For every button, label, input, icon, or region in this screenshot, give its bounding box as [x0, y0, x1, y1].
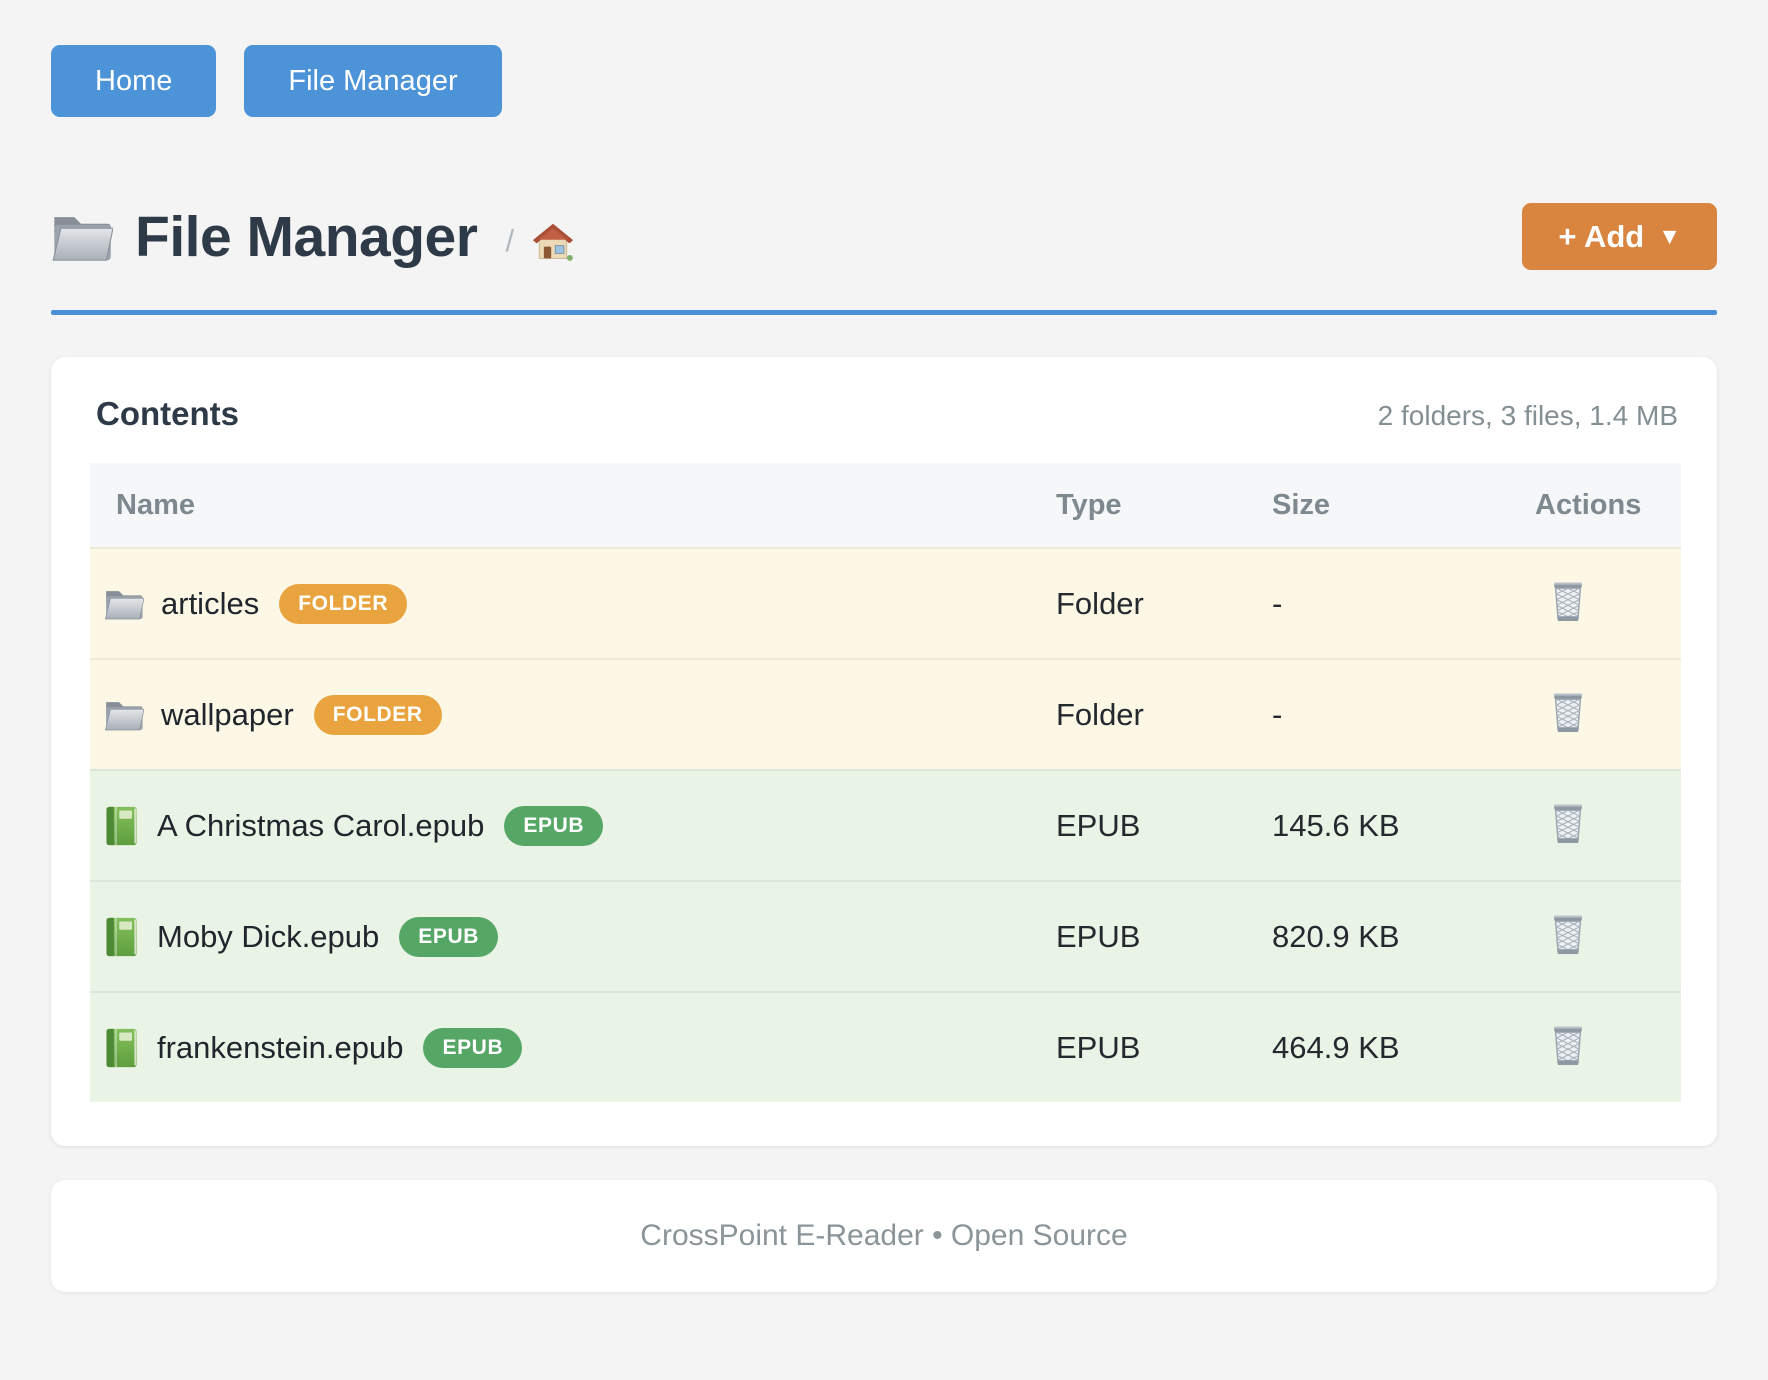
column-header-actions: Actions [1535, 488, 1642, 521]
epub-badge: EPUB [423, 1027, 523, 1068]
column-header-name: Name [116, 488, 195, 521]
delete-button[interactable] [1535, 1023, 1587, 1068]
green-book-icon [104, 1027, 140, 1069]
column-header-type: Type [1056, 488, 1122, 521]
file-manager-button[interactable]: File Manager [244, 45, 502, 117]
delete-button[interactable] [1535, 579, 1587, 624]
item-type: EPUB [1056, 1029, 1141, 1065]
green-book-icon [104, 916, 140, 958]
header-divider [51, 310, 1717, 315]
trash-icon [1549, 801, 1587, 846]
home-icon[interactable] [532, 222, 574, 262]
add-button-label: + Add [1558, 218, 1645, 254]
delete-button[interactable] [1535, 912, 1587, 957]
folder-badge: FOLDER [279, 583, 408, 624]
folder-icon [104, 585, 144, 623]
item-size: 820.9 KB [1272, 918, 1400, 954]
folder-badge: FOLDER [313, 694, 442, 735]
item-name[interactable]: articles [161, 585, 260, 621]
add-button[interactable]: + Add ▼ [1522, 203, 1717, 270]
item-size: 464.9 KB [1272, 1029, 1400, 1065]
table-row[interactable]: frankenstein.epub EPUB EPUB 464.9 KB [90, 991, 1681, 1102]
delete-button[interactable] [1535, 801, 1587, 846]
contents-summary: 2 folders, 3 files, 1.4 MB [1377, 400, 1678, 431]
footer-card: CrossPoint E-Reader • Open Source [51, 1180, 1717, 1292]
contents-title: Contents [96, 395, 239, 432]
trash-icon [1549, 1023, 1587, 1068]
page-header: File Manager / + Add ▼ [51, 203, 1717, 270]
table-row[interactable]: articles FOLDER Folder - [90, 547, 1681, 658]
trash-icon [1549, 912, 1587, 957]
epub-badge: EPUB [399, 916, 499, 957]
footer-text: CrossPoint E-Reader • Open Source [640, 1219, 1128, 1252]
item-name[interactable]: A Christmas Carol.epub [157, 807, 485, 843]
home-button[interactable]: Home [51, 45, 217, 117]
item-size: 145.6 KB [1272, 807, 1400, 843]
table-header-row: Name Type Size Actions [90, 463, 1681, 547]
item-name[interactable]: wallpaper [161, 696, 294, 732]
top-nav: Home File Manager [51, 45, 1717, 117]
file-manager-page: Home File Manager File Manager / + Add ▼… [51, 45, 1717, 1292]
delete-button[interactable] [1535, 690, 1587, 735]
trash-icon [1549, 579, 1587, 624]
folder-icon [51, 211, 113, 263]
item-type: EPUB [1056, 918, 1141, 954]
files-table: Name Type Size Actions articles FOLDER F… [90, 463, 1681, 1102]
table-row[interactable]: wallpaper FOLDER Folder - [90, 658, 1681, 769]
item-size: - [1272, 585, 1283, 621]
contents-card: Contents 2 folders, 3 files, 1.4 MB Name… [51, 357, 1717, 1146]
item-type: Folder [1056, 585, 1144, 621]
table-row[interactable]: Moby Dick.epub EPUB EPUB 820.9 KB [90, 880, 1681, 991]
table-row[interactable]: A Christmas Carol.epub EPUB EPUB 145.6 K… [90, 769, 1681, 880]
page-title: File Manager [135, 204, 478, 269]
epub-badge: EPUB [504, 805, 604, 846]
green-book-icon [104, 805, 140, 847]
chevron-down-icon: ▼ [1658, 223, 1681, 249]
item-type: EPUB [1056, 807, 1141, 843]
column-header-size: Size [1272, 488, 1331, 521]
item-name[interactable]: frankenstein.epub [157, 1029, 404, 1065]
folder-icon [104, 696, 144, 734]
item-type: Folder [1056, 696, 1144, 732]
trash-icon [1549, 690, 1587, 735]
item-size: - [1272, 696, 1283, 732]
item-name[interactable]: Moby Dick.epub [157, 918, 380, 954]
breadcrumb-separator: / [505, 222, 515, 258]
